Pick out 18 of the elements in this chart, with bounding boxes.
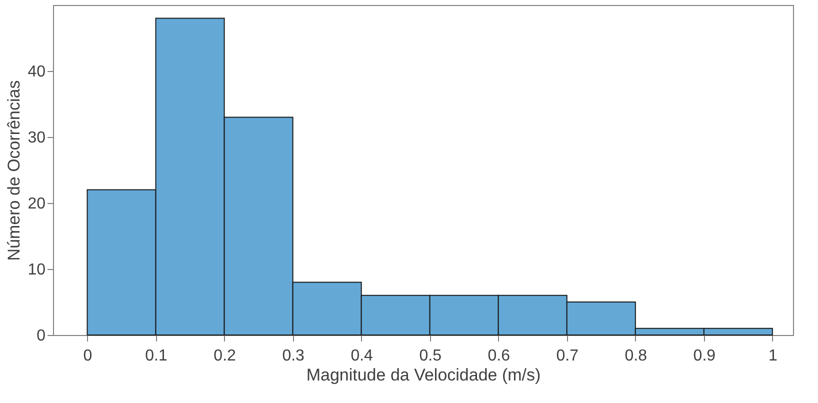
x-tick-label: 0.6 [488, 348, 510, 364]
x-tick-label: 0.7 [556, 348, 579, 364]
x-tick-label: 0.8 [624, 348, 648, 364]
x-tick-label: 0.9 [693, 348, 716, 364]
y-tick-label: 40 [28, 64, 46, 80]
x-tick-label: 0.3 [282, 348, 305, 364]
x-tick-label: 0.2 [214, 348, 236, 364]
x-axis-title: Magnitude da Velocidade (m/s) [306, 366, 541, 384]
y-axis-title: Número de Ocorrências [4, 80, 24, 261]
y-tick-label: 30 [28, 130, 46, 146]
x-tick-label: 0.5 [419, 348, 442, 364]
x-tick-label: 0.1 [145, 348, 168, 364]
x-tick-label: 0.4 [350, 348, 374, 364]
x-tick-label: 1 [768, 348, 778, 364]
y-tick-label: 20 [28, 196, 46, 212]
y-tick-label: 10 [28, 262, 46, 278]
x-tick-label: 0 [83, 348, 92, 364]
y-tick-label: 0 [36, 328, 46, 344]
